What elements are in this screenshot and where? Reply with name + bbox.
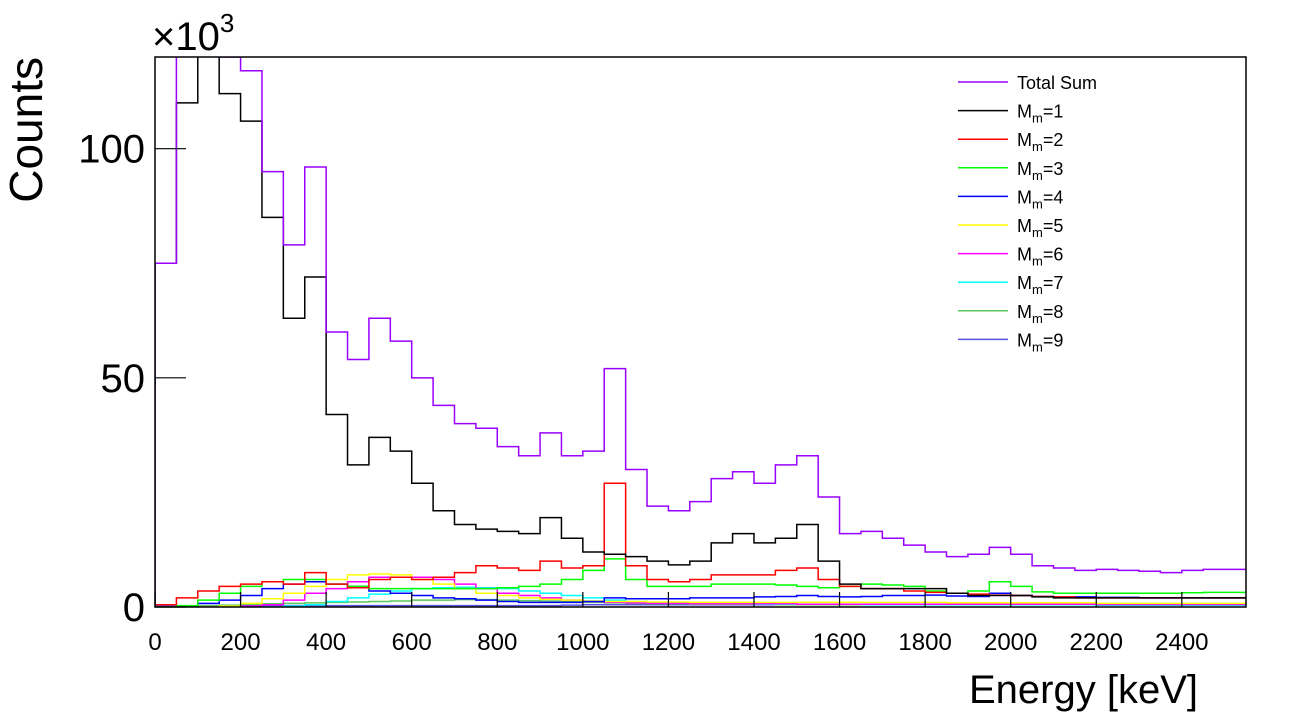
legend-label: Mm=4 (1017, 187, 1063, 211)
series-1-line (155, 57, 1246, 607)
legend-label-sub: m (1032, 225, 1043, 240)
legend-entry-0: Total Sum (958, 73, 1097, 93)
y-tick-label: 0 (123, 586, 145, 630)
x-tick-label: 2000 (984, 629, 1037, 656)
x-tick-label: 200 (221, 629, 261, 656)
legend-label-sub: m (1032, 111, 1043, 126)
legend-label-rest: =9 (1043, 330, 1064, 350)
legend-label: Mm=1 (1017, 102, 1063, 126)
y-tick-label: 100 (78, 128, 145, 172)
y-multiplier-exp: 3 (220, 8, 234, 38)
y-axis: 0 50 100 (78, 128, 186, 630)
legend-label: Mm=2 (1017, 130, 1063, 154)
legend-label-rest: =4 (1043, 187, 1064, 207)
x-tick-label: 1200 (642, 629, 695, 656)
y-axis-title: Counts (0, 57, 52, 203)
legend-label-rest: =1 (1043, 102, 1064, 122)
legend-label-sub: m (1032, 254, 1043, 269)
legend-label-sub: m (1032, 311, 1043, 326)
legend: Total SumMm=1Mm=2Mm=3Mm=4Mm=5Mm=6Mm=7Mm=… (958, 73, 1097, 354)
legend-label: Mm=5 (1017, 216, 1063, 240)
x-tick-label: 800 (477, 629, 517, 656)
x-tick-label: 600 (392, 629, 432, 656)
legend-entry-5: Mm=5 (958, 216, 1063, 240)
legend-label-base: M (1017, 245, 1032, 265)
legend-entry-4: Mm=4 (958, 187, 1063, 211)
legend-label-base: M (1017, 130, 1032, 150)
legend-entry-6: Mm=6 (958, 245, 1063, 269)
legend-label-base: M (1017, 159, 1032, 179)
legend-label-rest: =8 (1043, 302, 1064, 322)
legend-entry-1: Mm=1 (958, 102, 1063, 126)
legend-entry-8: Mm=8 (958, 302, 1063, 326)
legend-label-rest: =7 (1043, 273, 1064, 293)
legend-entry-3: Mm=3 (958, 159, 1063, 183)
legend-entry-9: Mm=9 (958, 330, 1063, 354)
legend-label-base: M (1017, 330, 1032, 350)
y-multiplier: ×103 (152, 8, 234, 59)
legend-label-base: M (1017, 216, 1032, 236)
x-tick-label: 2400 (1155, 629, 1208, 656)
y-multiplier-base: ×10 (152, 15, 220, 59)
x-tick-label: 400 (306, 629, 346, 656)
x-tick-label: 0 (148, 629, 161, 656)
legend-label-rest: =2 (1043, 130, 1064, 150)
legend-label-sub: m (1032, 339, 1043, 354)
x-axis: 0 200 400 600 800 1000 1200 1400 1600 1800 2000 220… (148, 592, 1209, 656)
legend-label-rest: =3 (1043, 159, 1064, 179)
x-axis-title: Energy [keV] (969, 668, 1198, 712)
legend-label-base: M (1017, 273, 1032, 293)
x-tick-label: 1800 (898, 629, 951, 656)
legend-entry-2: Mm=2 (958, 130, 1063, 154)
plot-frame (154, 56, 1247, 608)
x-tick-label: 1600 (813, 629, 866, 656)
legend-label-rest: =5 (1043, 216, 1064, 236)
legend-label-sub: m (1032, 196, 1043, 211)
y-tick-label: 50 (101, 357, 146, 401)
legend-label-base: M (1017, 302, 1032, 322)
legend-label: Mm=8 (1017, 302, 1063, 326)
legend-label: Mm=9 (1017, 330, 1063, 354)
legend-label: Mm=7 (1017, 273, 1063, 297)
legend-label-rest: =6 (1043, 245, 1064, 265)
legend-label-base: M (1017, 187, 1032, 207)
legend-label-sub: m (1032, 168, 1043, 183)
legend-label-sub: m (1032, 139, 1043, 154)
legend-label-sub: m (1032, 282, 1043, 297)
x-tick-label: 2200 (1070, 629, 1123, 656)
series-0-line (155, 57, 1246, 607)
legend-entry-7: Mm=7 (958, 273, 1063, 297)
x-tick-label: 1400 (727, 629, 780, 656)
legend-label: Mm=3 (1017, 159, 1063, 183)
legend-label: Mm=6 (1017, 245, 1063, 269)
legend-label: Total Sum (1017, 73, 1097, 93)
series-3-line (155, 558, 1246, 607)
legend-label-base: M (1017, 102, 1032, 122)
legend-label-base: Total Sum (1017, 73, 1097, 93)
x-tick-label: 1000 (556, 629, 609, 656)
